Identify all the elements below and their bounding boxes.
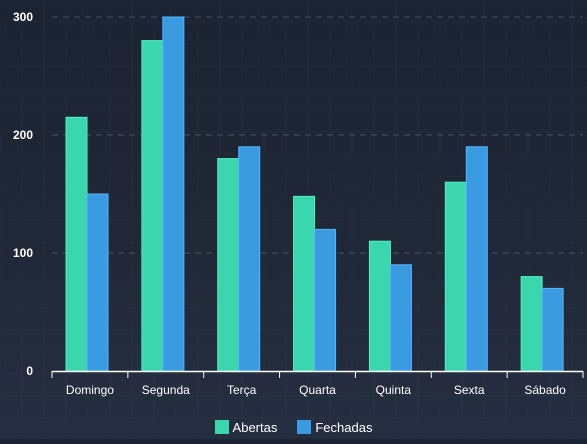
y-tick-label-300: 300 bbox=[13, 10, 33, 24]
bars bbox=[65, 16, 564, 372]
chart-legend: Abertas Fechadas bbox=[0, 417, 587, 437]
bar-abertas-4 bbox=[368, 240, 391, 372]
bar-abertas-5 bbox=[444, 181, 467, 372]
x-tick-label-6: Sábado bbox=[524, 383, 566, 397]
bar-abertas-0 bbox=[65, 116, 88, 372]
x-tick-label-5: Sexta bbox=[454, 383, 485, 397]
x-tick-label-4: Quinta bbox=[376, 383, 412, 397]
legend-item-fechadas[interactable]: Fechadas bbox=[297, 420, 372, 435]
bar-fechadas-3 bbox=[314, 228, 337, 372]
y-tick-label-100: 100 bbox=[13, 246, 33, 260]
bar-fechadas-5 bbox=[465, 146, 488, 372]
y-tick-label-200: 200 bbox=[13, 128, 33, 142]
legend-label-fechadas: Fechadas bbox=[315, 419, 373, 435]
x-tick-label-1: Segunda bbox=[142, 383, 190, 397]
bar-fechadas-1 bbox=[162, 16, 185, 372]
bar-abertas-6 bbox=[520, 276, 543, 372]
bar-abertas-1 bbox=[141, 40, 164, 372]
x-tick-label-0: Domingo bbox=[66, 383, 114, 397]
legend-label-abertas: Abertas bbox=[232, 419, 278, 435]
bar-abertas-3 bbox=[293, 195, 316, 372]
bar-fechadas-2 bbox=[238, 146, 261, 372]
legend-swatch-fechadas bbox=[297, 420, 312, 434]
bar-abertas-2 bbox=[217, 158, 240, 372]
bar-fechadas-4 bbox=[389, 264, 412, 372]
y-tick-label-0: 0 bbox=[26, 364, 33, 378]
bar-fechadas-0 bbox=[86, 193, 109, 372]
legend-swatch-abertas bbox=[214, 420, 229, 434]
x-tick-label-3: Quarta bbox=[299, 383, 336, 397]
legend-item-abertas[interactable]: Abertas bbox=[214, 419, 278, 435]
x-tick-label-2: Terça bbox=[227, 383, 257, 397]
bar-fechadas-6 bbox=[541, 287, 564, 372]
